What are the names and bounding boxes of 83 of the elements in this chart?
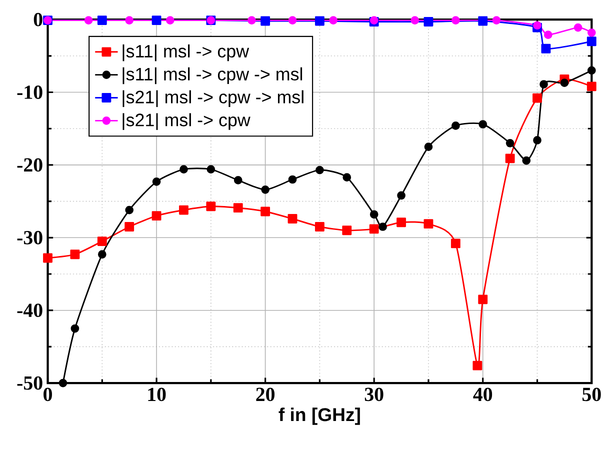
point	[533, 21, 542, 30]
x-tick-label: 10	[148, 388, 166, 402]
point	[396, 218, 406, 228]
point	[397, 191, 406, 200]
point	[544, 30, 552, 40]
point	[84, 16, 93, 25]
point	[424, 142, 433, 152]
point	[478, 120, 488, 129]
point	[288, 16, 297, 25]
point	[586, 82, 596, 92]
point	[98, 250, 106, 259]
point	[342, 226, 352, 236]
legend-label: |s11| msl -> cpw -> msl	[122, 67, 302, 84]
point	[260, 206, 270, 216]
y-tick-label: 0	[34, 13, 42, 26]
point	[152, 16, 162, 26]
point	[492, 16, 501, 25]
point	[586, 36, 596, 46]
x-tick-label: 30	[364, 388, 384, 402]
point	[370, 210, 378, 219]
point	[234, 176, 242, 185]
point	[541, 44, 551, 54]
point	[505, 154, 515, 164]
legend-label: |s21| msl -> cpw	[122, 113, 250, 130]
point	[70, 324, 80, 333]
point	[314, 222, 324, 232]
point	[152, 178, 161, 186]
point	[166, 16, 174, 25]
point	[410, 16, 420, 25]
point	[179, 205, 188, 215]
point	[329, 16, 338, 25]
point	[532, 94, 542, 103]
point	[378, 222, 387, 232]
point	[574, 24, 582, 32]
point	[451, 122, 460, 130]
point	[180, 165, 188, 174]
legend-label: |s21| msl -> cpw -> msl	[122, 90, 304, 108]
point	[233, 203, 243, 213]
point	[472, 361, 482, 370]
point	[206, 202, 216, 212]
y-tick-label: -30	[17, 231, 42, 245]
y-tick-label: -50	[17, 376, 42, 390]
point	[288, 214, 298, 224]
y-tick-label: -40	[17, 304, 42, 318]
point	[587, 66, 596, 75]
point	[450, 238, 460, 248]
point	[451, 16, 460, 25]
point	[540, 80, 548, 89]
point	[43, 253, 52, 263]
point	[97, 236, 107, 246]
point	[587, 28, 596, 37]
point	[206, 165, 216, 174]
point	[424, 219, 434, 229]
point	[506, 139, 514, 148]
legend-label: |s11| msl -> cpw	[122, 44, 250, 62]
point	[152, 211, 162, 221]
point	[342, 173, 352, 182]
point	[248, 16, 256, 25]
point	[522, 156, 531, 165]
x-tick-label: 40	[473, 388, 492, 402]
x-axis-title: f in [GHz]	[278, 408, 360, 426]
y-tick-label: -20	[17, 158, 42, 172]
point	[125, 16, 134, 25]
x-tick-label: 20	[256, 388, 275, 402]
point	[70, 250, 80, 260]
point	[478, 294, 488, 304]
point	[125, 206, 134, 214]
point	[314, 16, 324, 26]
point	[288, 175, 297, 184]
point	[369, 224, 379, 234]
point	[261, 186, 270, 194]
x-tick-label: 50	[582, 388, 601, 402]
point	[260, 16, 270, 26]
point	[478, 16, 488, 26]
point	[124, 222, 134, 232]
point	[97, 16, 107, 26]
x-tick-label: 0	[44, 388, 52, 402]
point	[533, 136, 542, 145]
point	[58, 379, 68, 388]
point	[560, 78, 569, 88]
point	[316, 166, 324, 174]
point	[424, 17, 434, 27]
y-tick-label: -10	[17, 86, 42, 100]
